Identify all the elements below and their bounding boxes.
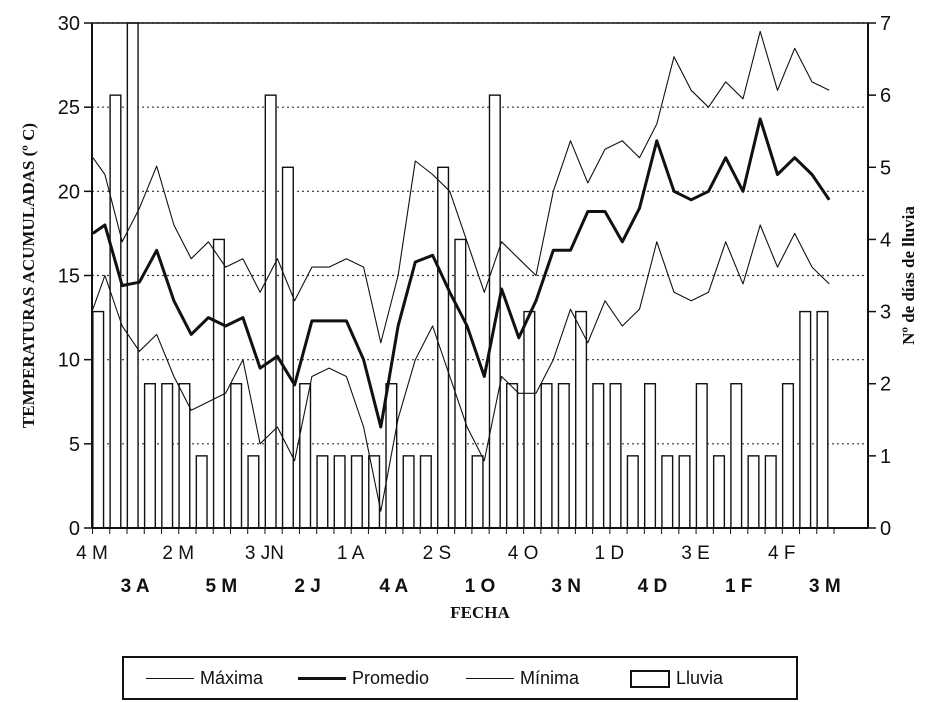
rain-bar bbox=[161, 383, 174, 529]
rain-bar bbox=[402, 455, 415, 529]
y-axis-label-left: TEMPERATURAS ACUMULADAS (º C) bbox=[19, 123, 38, 428]
legend-swatch-lluvia bbox=[630, 669, 670, 688]
y-tick-label-right: 1 bbox=[880, 446, 891, 468]
rain-bar bbox=[368, 455, 381, 529]
legend-item-maxima: Máxima bbox=[146, 668, 263, 689]
rain-bar bbox=[419, 455, 432, 529]
rain-bar bbox=[230, 383, 243, 529]
rain-bar bbox=[299, 383, 312, 529]
x-tick-label-row2: 2 J bbox=[294, 576, 320, 597]
rain-bar bbox=[730, 383, 743, 529]
x-tick-label-row1: 3 JN bbox=[245, 543, 284, 564]
y-axis-label-right: Nº de días de lluvia bbox=[899, 206, 918, 345]
legend-label-minima: Mínima bbox=[520, 668, 580, 688]
y-tick-label-right: 5 bbox=[880, 157, 891, 179]
series-line-2 bbox=[92, 224, 830, 512]
rain-bar bbox=[678, 455, 691, 529]
rain-bar bbox=[350, 455, 363, 529]
rain-bar bbox=[661, 455, 674, 529]
rain-bar bbox=[92, 310, 105, 529]
rain-bar bbox=[523, 310, 536, 529]
legend: Máxima Promedio Mínima Lluvia bbox=[122, 656, 798, 700]
rain-bar bbox=[557, 383, 570, 529]
x-tick-label-row1: 2 M bbox=[162, 543, 194, 564]
rain-bar bbox=[281, 166, 294, 529]
series-line-1 bbox=[92, 117, 831, 429]
y-tick-label-left: 15 bbox=[58, 266, 80, 288]
legend-label-promedio: Promedio bbox=[352, 668, 430, 688]
tick-labels: 0 5 10 15 20 25 30 0 1 2 3 4 5 6 7 4 M 2 M 3 JN 1 A 2 S 4 O 1… bbox=[58, 13, 891, 597]
rain-bar bbox=[781, 383, 795, 529]
x-tick-label-row2: 1 O bbox=[465, 576, 496, 597]
legend-item-minima: Mínima bbox=[466, 668, 579, 689]
x-tick-label-row1: 2 S bbox=[423, 543, 452, 564]
y-tick-label-right: 7 bbox=[880, 13, 891, 35]
y-tick-label-left: 25 bbox=[58, 97, 80, 119]
rain-bar bbox=[471, 455, 484, 529]
legend-item-promedio: Promedio bbox=[298, 668, 429, 689]
series-line-0 bbox=[92, 30, 830, 344]
x-tick-label-row2: 4 D bbox=[638, 576, 668, 597]
rain-bar bbox=[454, 238, 467, 529]
rain-bar bbox=[799, 310, 812, 529]
y-tick-label-left: 20 bbox=[58, 181, 80, 203]
rain-bar bbox=[747, 455, 760, 529]
rain-bar bbox=[540, 383, 553, 529]
rain-bar bbox=[212, 238, 225, 529]
x-tick-label-row1: 4 M bbox=[76, 543, 108, 564]
legend-label-maxima: Máxima bbox=[200, 668, 264, 688]
rain-bar bbox=[712, 455, 726, 529]
y-tick-label-left: 10 bbox=[58, 350, 80, 372]
rain-bar bbox=[333, 455, 346, 529]
x-tick-label-row2: 3 A bbox=[121, 576, 150, 597]
x-tick-label-row1: 1 D bbox=[595, 543, 625, 564]
rain-bar bbox=[143, 383, 156, 529]
rain-bar bbox=[264, 94, 277, 529]
y-tick-label-left: 30 bbox=[58, 13, 80, 35]
rain-bar bbox=[609, 383, 622, 529]
rain-bar bbox=[126, 22, 139, 529]
x-tick-label-row1: 1 A bbox=[337, 543, 365, 564]
x-tick-label-row2: 4 A bbox=[379, 576, 408, 597]
rain-bar bbox=[643, 383, 657, 529]
rain-bar bbox=[195, 455, 208, 529]
rain-bar bbox=[437, 166, 450, 529]
rain-bar bbox=[592, 383, 605, 529]
x-tick-label-row2: 3 N bbox=[551, 576, 581, 597]
legend-swatch-promedio bbox=[298, 677, 346, 680]
rain-bar bbox=[316, 455, 329, 529]
grid-lines bbox=[92, 22, 868, 445]
rain-bar bbox=[695, 383, 708, 529]
legend-swatch-maxima bbox=[146, 678, 194, 679]
x-axis-label: FECHA bbox=[450, 603, 510, 622]
y-tick-label-left: 5 bbox=[69, 434, 80, 456]
x-tick-label-row1: 3 E bbox=[681, 543, 710, 564]
y-tick-label-right: 2 bbox=[880, 374, 891, 396]
rain-bar bbox=[506, 383, 519, 529]
x-tick-label-row1: 4 F bbox=[768, 543, 795, 564]
rain-bar bbox=[247, 455, 260, 529]
rain-bar bbox=[575, 310, 588, 529]
x-tick-label-row2: 1 F bbox=[725, 576, 752, 597]
y-tick-label-right: 3 bbox=[880, 302, 891, 324]
legend-label-lluvia: Lluvia bbox=[676, 668, 724, 688]
y-tick-label-right: 4 bbox=[880, 229, 891, 251]
y-tick-label-left: 0 bbox=[69, 518, 80, 540]
x-tick-label-row1: 4 O bbox=[508, 543, 539, 564]
legend-item-lluvia: Lluvia bbox=[630, 668, 723, 689]
temperature-lines bbox=[92, 30, 831, 512]
x-tick-label-row2: 3 M bbox=[809, 576, 841, 597]
x-tick-label-row2: 5 M bbox=[205, 576, 237, 597]
legend-swatch-minima bbox=[466, 678, 514, 679]
chart-canvas: 0 5 10 15 20 25 30 0 1 2 3 4 5 6 7 4 M 2 M 3 JN 1 A 2 S 4 O 1… bbox=[19, 13, 918, 622]
rain-bar bbox=[816, 310, 829, 529]
rain-bar bbox=[109, 94, 122, 529]
rain-bar bbox=[764, 455, 777, 529]
y-tick-label-right: 0 bbox=[880, 518, 891, 540]
rain-bar bbox=[626, 455, 639, 529]
y-tick-label-right: 6 bbox=[880, 85, 891, 107]
